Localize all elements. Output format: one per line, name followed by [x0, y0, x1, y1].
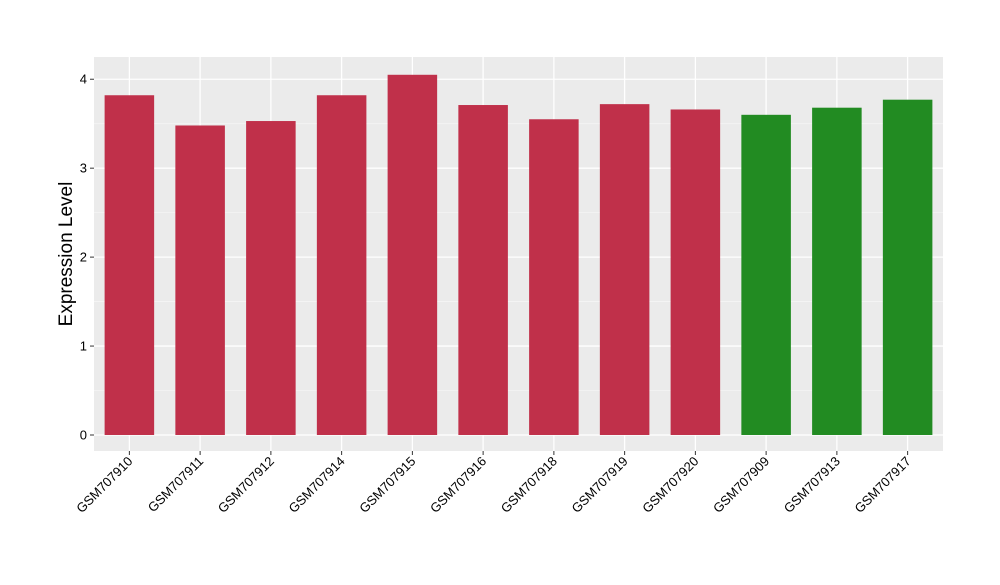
y-tick-label: 4 [80, 72, 87, 87]
y-axis-title: Expression Level [56, 182, 77, 327]
y-tick-label: 2 [80, 250, 87, 265]
bar-GSM707915 [387, 74, 438, 435]
x-tick-label: GSM707919 [569, 454, 631, 516]
y-axis: 0 1 2 3 4 [80, 72, 94, 442]
y-tick-label: 0 [80, 427, 87, 442]
bar-GSM707911 [175, 125, 225, 435]
bar-GSM707909 [741, 114, 791, 435]
x-tick-label: GSM707909 [710, 454, 772, 516]
bar-GSM707919 [599, 104, 650, 435]
bar-GSM707920 [670, 109, 721, 435]
minor-gridlines [94, 123, 943, 391]
y-tick-label: 3 [80, 161, 87, 176]
bar-GSM707914 [316, 95, 367, 435]
bars [104, 74, 933, 435]
bar-GSM707913 [812, 107, 862, 435]
bar-GSM707912 [246, 121, 296, 435]
bar-GSM707916 [458, 105, 508, 435]
x-tick-label: GSM707920 [639, 454, 701, 516]
x-tick-label: GSM707918 [498, 454, 560, 516]
x-tick-label: GSM707916 [427, 454, 489, 516]
x-tick-label: GSM707914 [286, 454, 348, 516]
x-tick-label: GSM707911 [145, 454, 207, 516]
x-tick-label: GSM707917 [852, 454, 914, 516]
y-tick-label: 1 [80, 339, 87, 354]
x-tick-label: GSM707912 [215, 454, 277, 516]
bar-GSM707917 [882, 99, 933, 435]
x-tick-label: GSM707913 [781, 454, 843, 516]
plot-panel [94, 57, 943, 451]
x-tick-label: GSM707915 [356, 454, 418, 516]
x-tick-label: GSM707910 [73, 454, 135, 516]
x-axis: GSM707910 GSM707911 GSM707912 GSM707914 GSM7… [73, 451, 914, 516]
bar-GSM707918 [529, 119, 579, 435]
bar-GSM707910 [104, 95, 155, 435]
